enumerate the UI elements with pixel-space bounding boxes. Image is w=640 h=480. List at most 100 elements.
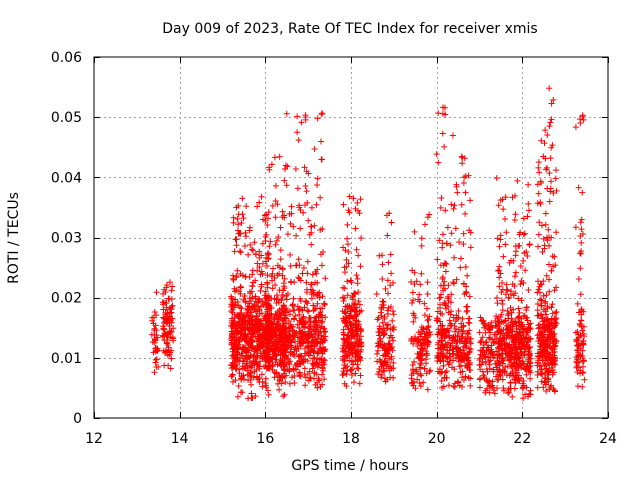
data-point xyxy=(237,283,244,290)
data-point xyxy=(495,345,502,352)
data-point xyxy=(374,350,381,357)
data-point xyxy=(166,322,173,329)
data-point xyxy=(463,289,470,296)
data-point xyxy=(264,355,271,362)
data-point xyxy=(281,212,288,219)
data-point xyxy=(356,321,363,328)
data-point xyxy=(341,362,348,369)
data-point xyxy=(308,223,315,230)
data-point xyxy=(256,306,263,313)
data-point xyxy=(538,311,545,318)
data-point xyxy=(541,361,548,368)
data-point xyxy=(298,317,305,324)
data-point xyxy=(510,257,517,264)
data-point xyxy=(390,365,397,372)
data-point xyxy=(302,374,309,381)
data-point xyxy=(480,317,487,324)
data-point xyxy=(321,300,328,307)
data-point xyxy=(460,180,467,187)
data-point xyxy=(460,323,467,330)
data-point xyxy=(355,289,362,296)
data-point xyxy=(494,385,501,392)
data-point xyxy=(502,364,509,371)
data-point xyxy=(552,319,559,326)
data-point xyxy=(553,337,560,344)
data-point xyxy=(378,312,385,319)
data-point xyxy=(516,329,523,336)
data-point xyxy=(517,263,524,270)
data-point xyxy=(455,379,462,386)
data-point xyxy=(460,281,467,288)
data-point xyxy=(264,387,271,394)
data-point xyxy=(526,363,533,370)
data-point xyxy=(238,318,245,325)
data-point xyxy=(252,277,259,284)
data-point xyxy=(418,242,425,249)
data-point xyxy=(233,273,240,280)
data-point xyxy=(512,192,519,199)
data-point xyxy=(462,189,469,196)
data-point xyxy=(275,233,282,240)
data-point xyxy=(509,194,516,201)
data-point xyxy=(274,262,281,269)
data-point xyxy=(479,334,486,341)
data-point xyxy=(536,346,543,353)
data-point xyxy=(575,341,582,348)
data-point xyxy=(578,317,585,324)
data-point xyxy=(467,197,474,204)
data-point xyxy=(520,215,527,222)
data-point xyxy=(301,304,308,311)
data-point xyxy=(383,212,390,219)
data-point xyxy=(234,323,241,330)
data-point xyxy=(485,353,492,360)
data-point xyxy=(454,189,461,196)
data-point xyxy=(256,248,263,255)
data-point xyxy=(415,296,422,303)
data-point xyxy=(375,329,382,336)
data-point xyxy=(527,369,534,376)
data-point xyxy=(264,222,271,229)
data-point xyxy=(494,300,501,307)
data-point xyxy=(440,287,447,294)
data-point xyxy=(233,242,240,249)
data-point xyxy=(379,252,386,259)
data-point xyxy=(245,251,252,258)
data-point xyxy=(546,123,553,130)
data-point xyxy=(426,368,433,375)
data-point xyxy=(390,279,397,286)
data-point xyxy=(544,371,551,378)
data-point xyxy=(572,124,579,131)
data-point xyxy=(544,303,551,310)
data-point xyxy=(477,351,484,358)
data-point xyxy=(418,270,425,277)
data-point xyxy=(508,315,515,322)
data-point xyxy=(409,362,416,369)
data-point xyxy=(384,322,391,329)
data-point xyxy=(437,204,444,211)
data-point xyxy=(476,376,483,383)
data-point xyxy=(523,342,530,349)
data-point xyxy=(318,362,325,369)
data-point xyxy=(577,250,584,257)
data-point xyxy=(535,278,542,285)
data-point xyxy=(412,385,419,392)
data-point xyxy=(421,330,428,337)
data-point xyxy=(442,111,449,118)
data-point xyxy=(451,280,458,287)
data-point xyxy=(579,189,586,196)
data-point xyxy=(252,345,259,352)
data-point xyxy=(163,284,170,291)
data-point xyxy=(265,255,272,262)
data-point xyxy=(295,256,302,263)
data-point xyxy=(266,243,273,250)
data-point xyxy=(451,202,458,209)
data-point xyxy=(518,319,525,326)
data-point xyxy=(314,300,321,307)
data-point xyxy=(343,263,350,270)
data-point xyxy=(316,356,323,363)
data-point xyxy=(273,237,280,244)
data-point xyxy=(248,246,255,253)
data-point xyxy=(416,364,423,371)
data-point xyxy=(269,285,276,292)
data-point xyxy=(163,282,170,289)
